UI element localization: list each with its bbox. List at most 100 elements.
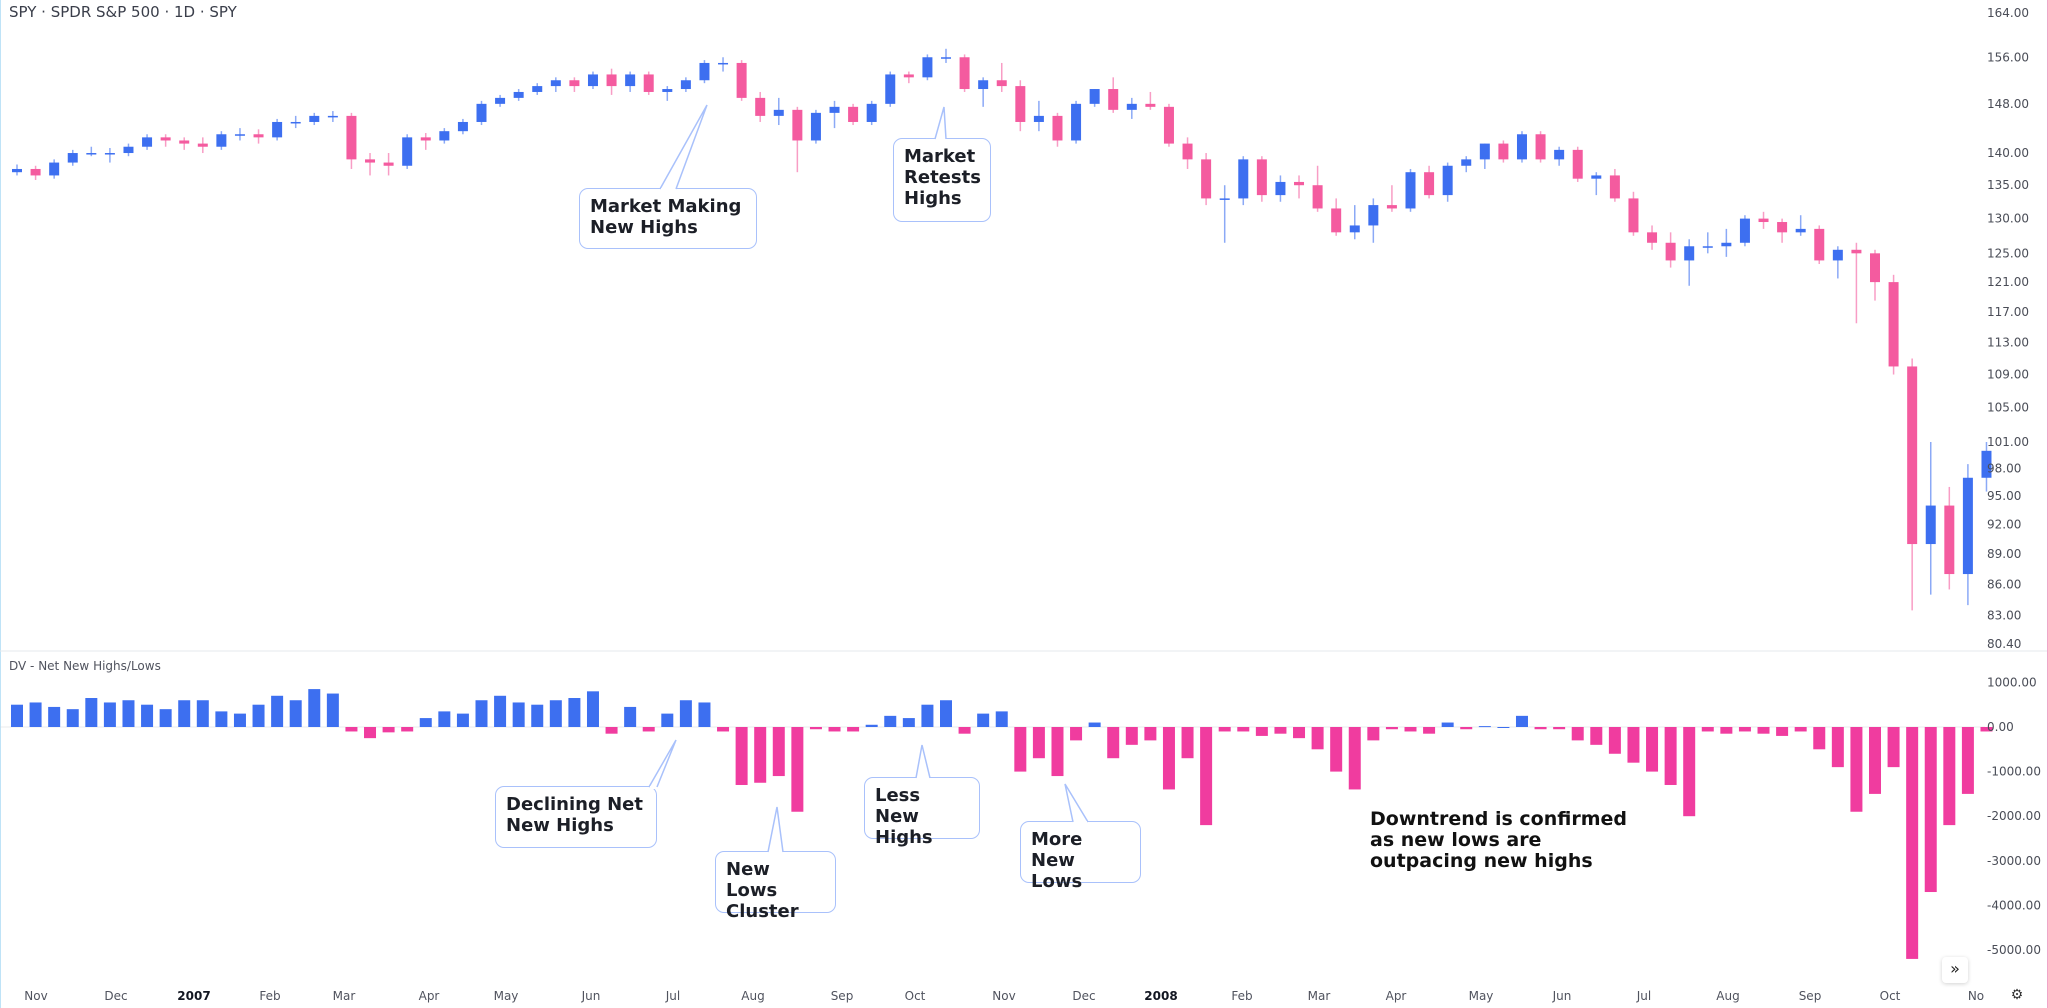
histogram-bar — [1330, 727, 1343, 772]
candle — [253, 129, 264, 144]
time-tick-label: Oct — [1880, 989, 1901, 1003]
candle — [439, 128, 450, 144]
histogram-bar — [289, 700, 302, 727]
candle-body — [1052, 115, 1063, 141]
candle-body — [1628, 198, 1639, 233]
candle — [941, 48, 951, 63]
candle-body — [1442, 165, 1453, 196]
candle — [569, 77, 580, 92]
price-tick-label: 80.40 — [1987, 637, 2021, 651]
candle — [755, 91, 766, 122]
candle — [866, 100, 877, 126]
candle-body — [86, 153, 97, 155]
candle-body — [1870, 253, 1880, 283]
candle-body — [1275, 181, 1286, 196]
downtrend-note: Downtrend is confirmed as new lows are o… — [1370, 808, 1628, 872]
histogram-bar — [1423, 727, 1436, 734]
candle — [1294, 175, 1305, 199]
histogram-bar — [419, 718, 432, 727]
time-tick-label: Jul — [1636, 989, 1651, 1003]
histogram-bar — [977, 713, 990, 727]
histogram-bar — [1869, 727, 1881, 794]
candle — [1108, 77, 1119, 113]
histogram-bar — [1571, 727, 1584, 741]
candle — [123, 143, 134, 157]
indicator-axis[interactable]: 1000.00 0.00 -1000.00 -2000.00 -3000.00 -4000… — [1987, 675, 2041, 957]
candle-body — [959, 57, 970, 90]
callout-market-making-new-highs: Market Making New Highs — [579, 188, 757, 249]
histogram-bar — [568, 698, 581, 727]
candle — [1424, 165, 1435, 199]
histogram-bar — [1367, 727, 1380, 741]
time-tick-label: Dec — [104, 989, 127, 1003]
histogram-bar — [1162, 727, 1175, 790]
histogram-bar — [1274, 727, 1287, 734]
candle-body — [625, 74, 636, 87]
price-tick-label: 98.00 — [1987, 462, 2021, 476]
candle-body — [1516, 134, 1527, 160]
candle — [1033, 100, 1044, 132]
time-tick-label: Jun — [581, 989, 601, 1003]
candle — [1777, 218, 1788, 243]
histogram-bar — [1237, 727, 1250, 732]
histogram-bar — [1887, 727, 1900, 768]
histogram-bar — [103, 702, 116, 727]
candle-body — [1609, 175, 1620, 199]
gear-icon[interactable]: ⚙ — [2010, 986, 2024, 1002]
histogram-bar — [1776, 727, 1789, 736]
price-axis[interactable]: 164.00 156.00 148.00 140.00 135.00 130.00 125.… — [1987, 6, 2029, 651]
histogram-bar — [141, 704, 154, 727]
candle — [1089, 89, 1100, 107]
histogram-bar — [791, 727, 804, 812]
candle-body — [792, 109, 803, 141]
histogram-bar — [178, 700, 191, 727]
histogram-bar — [122, 700, 135, 727]
candle — [1870, 249, 1880, 301]
histogram-bar — [995, 711, 1008, 727]
histogram-bar — [1720, 727, 1733, 734]
candle-body — [680, 80, 691, 90]
candle — [104, 147, 115, 163]
indicator-title: DV - Net New Highs/Lows — [9, 659, 161, 673]
candle — [1609, 168, 1620, 202]
candle — [1702, 232, 1713, 254]
candle-body — [1907, 366, 1918, 545]
candle — [1944, 486, 1955, 590]
time-tick-label: Nov — [24, 989, 47, 1003]
candle — [1201, 153, 1212, 206]
histogram-bar — [48, 706, 61, 727]
candle — [1219, 185, 1230, 243]
double-chevron-right-icon[interactable]: » — [1942, 957, 1968, 983]
candle — [1256, 156, 1267, 202]
indicator-tick-label: 0.00 — [1987, 720, 2014, 734]
candle — [1962, 464, 1973, 606]
candle-body — [866, 103, 877, 122]
histogram-bar — [865, 724, 878, 727]
candle — [996, 62, 1007, 92]
histogram-bar — [1757, 727, 1770, 734]
candle — [30, 165, 41, 180]
histogram-bar — [1683, 727, 1696, 817]
time-tick-label: Apr — [419, 989, 440, 1003]
histogram-bar — [401, 727, 414, 732]
candle — [829, 100, 840, 129]
candle — [680, 77, 691, 92]
candle — [1628, 191, 1639, 236]
histogram-bar — [1738, 727, 1751, 732]
candle — [736, 60, 747, 101]
candle — [1331, 198, 1342, 236]
histogram-bar — [271, 695, 284, 727]
candle — [1925, 442, 1936, 595]
histogram-bar — [772, 727, 785, 777]
candle — [1479, 143, 1490, 169]
histogram-bar — [475, 700, 488, 727]
candle — [197, 137, 208, 154]
histogram-bar — [1515, 715, 1528, 727]
candle — [476, 100, 487, 126]
price-tick-label: 113.00 — [1987, 336, 2029, 350]
time-axis[interactable]: Nov Dec 2007 Feb Mar Apr May Jun Jul Aug Sep Oct Nov… — [24, 989, 1984, 1003]
candle — [1052, 112, 1063, 147]
histogram-bar — [1497, 727, 1510, 728]
candle — [922, 54, 933, 81]
